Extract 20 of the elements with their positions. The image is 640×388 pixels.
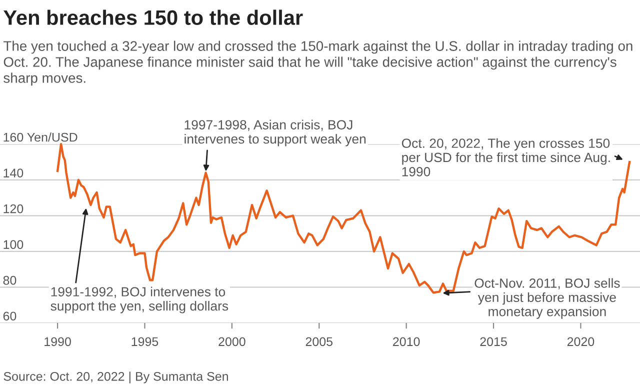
- x-tick-label: 2005: [306, 337, 333, 346]
- chart-title: Yen breaches 150 to the dollar: [4, 10, 303, 26]
- annotation: 1997-1998, Asian crisis, BOJ intervenes to support weak yen: [184, 120, 366, 146]
- source-note: Source: Oct. 20, 2022 | By Sumanta Sen: [4, 372, 228, 384]
- y-tick-label: 140: [4, 168, 24, 178]
- x-tick-label: 1995: [132, 337, 158, 346]
- y-tick-label: 120: [4, 204, 24, 214]
- y-tick-label: 60: [3, 312, 16, 321]
- x-tick-label: 2000: [218, 337, 246, 346]
- y-tick-label: 160 Yen/USD: [4, 132, 78, 142]
- x-tick-label: 2010: [393, 337, 420, 346]
- annotation: Oct-Nov. 2011, BOJ sells yen just before massive monetary expansion: [474, 278, 620, 319]
- chart-subtitle: The yen touched a 32-year low and crossed the 150-mark against the U.S. dollar in intraday trading on Oct. 20. The Japanese finance minister said that he will "take decisive action" against the currency's sharp moves.: [4, 40, 632, 86]
- annotation: Oct. 20, 2022, The yen crosses 150 per USD for the first time since Aug. 1990: [402, 138, 610, 176]
- annotation: 1991-1992, BOJ intervenes to support the yen, selling dollars: [50, 286, 228, 314]
- x-tick-label: 1990: [44, 337, 71, 346]
- y-tick-label: 80: [3, 276, 16, 285]
- y-tick-label: 100: [4, 240, 24, 249]
- x-tick-label: 2015: [480, 337, 507, 346]
- x-tick-label: 2020: [567, 337, 594, 346]
